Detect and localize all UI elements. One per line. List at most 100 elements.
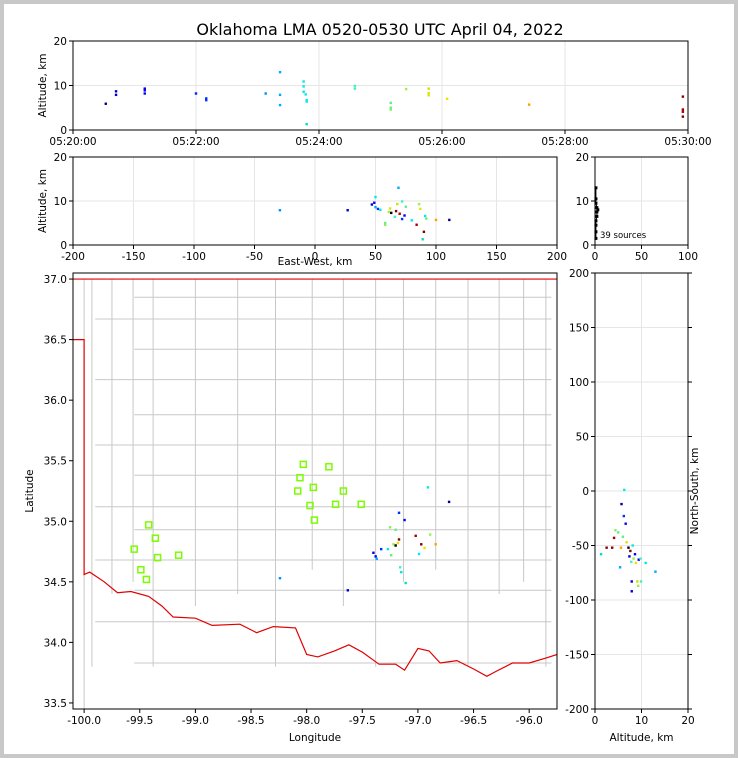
data-point <box>681 108 685 111</box>
y-tick-label: -200 <box>565 704 589 716</box>
data-point <box>644 561 647 565</box>
data-point <box>410 219 413 222</box>
data-point <box>394 209 398 213</box>
data-point <box>632 557 635 560</box>
data-point <box>423 214 427 218</box>
lma-station <box>151 534 160 542</box>
data-point <box>370 203 374 206</box>
lma-station <box>296 473 304 482</box>
data-point <box>386 547 390 551</box>
data-point <box>392 543 395 546</box>
data-point <box>599 553 603 556</box>
lma-station <box>130 545 138 553</box>
x-tick-label: -100 <box>182 251 206 263</box>
data-point <box>383 223 387 226</box>
data-point <box>620 502 623 506</box>
data-point <box>353 84 357 88</box>
data-point <box>383 221 387 225</box>
lma-station <box>142 575 151 584</box>
data-point <box>448 218 451 222</box>
data-point <box>594 236 598 240</box>
data-point <box>396 541 400 545</box>
chart-title: Oklahoma LMA 0520-0530 UTC April 04, 202… <box>196 20 563 39</box>
data-point <box>346 209 349 212</box>
data-point <box>114 93 118 97</box>
data-point <box>373 201 376 204</box>
x-tick-label: 50 <box>369 251 382 263</box>
data-point <box>639 580 643 583</box>
y-tick-label: 0 <box>60 125 67 137</box>
data-point <box>637 558 640 561</box>
data-point <box>388 526 392 529</box>
data-point <box>630 560 633 564</box>
data-point <box>278 209 282 212</box>
lma-station <box>144 521 153 529</box>
y-tick-label: -50 <box>572 541 589 553</box>
panel-altitude-north-south: 0 10 20 -200 -150 -100 -50 0 50 100 150 200 Altitude… <box>565 268 701 744</box>
data-point <box>390 553 393 557</box>
y-tick-label: 37.0 <box>44 274 67 286</box>
data-point <box>403 214 406 217</box>
x-tick-label: 05:26:00 <box>418 136 465 148</box>
lma-station <box>310 516 319 524</box>
data-point <box>304 93 307 96</box>
panel-time-altitude: 05:20:00 05:22:00 05:24:00 05:26:00 05:28:00… <box>37 36 712 148</box>
x-axis-label: Altitude, km <box>609 732 673 744</box>
data-point <box>630 580 633 583</box>
data-point <box>681 115 685 118</box>
data-point <box>594 219 598 223</box>
y-tick-label: 0 <box>582 240 589 252</box>
data-point <box>594 230 598 234</box>
data-point <box>389 101 392 105</box>
x-tick-label: -99.5 <box>126 715 153 727</box>
x-tick-label: -98.0 <box>293 715 320 727</box>
lma-station <box>339 487 348 495</box>
data-point <box>427 87 430 90</box>
data-point <box>398 212 401 215</box>
y-tick-label: 34.5 <box>44 577 67 589</box>
y-tick-label: 10 <box>54 81 67 93</box>
x-tick-label: 05:24:00 <box>295 136 342 148</box>
data-point <box>397 511 401 514</box>
data-point <box>394 528 397 531</box>
x-tick-label: -200 <box>61 251 85 263</box>
data-point <box>681 110 685 113</box>
data-point <box>611 546 614 549</box>
lma-station <box>137 565 145 574</box>
data-point <box>447 500 451 504</box>
x-tick-label: -96.0 <box>516 715 543 727</box>
data-point <box>612 536 616 540</box>
data-point <box>595 206 599 210</box>
data-point <box>624 522 627 525</box>
data-point <box>423 546 426 550</box>
y-tick-label: 36.0 <box>44 395 67 407</box>
data-point <box>619 546 623 549</box>
axes-frame <box>72 272 558 710</box>
data-point <box>421 238 424 241</box>
y-tick-label: 35.5 <box>44 456 67 468</box>
panel-plan-view: -100.0 -99.5 -99.0 -98.5 -98.0 -97.5 -97.0 -96.… <box>24 272 558 744</box>
data-point <box>425 217 428 220</box>
map-content <box>73 278 557 709</box>
data-point <box>375 557 378 561</box>
data-point <box>305 100 308 103</box>
x-tick-label: -50 <box>246 251 263 263</box>
y-tick-label: -100 <box>565 595 589 607</box>
y-axis-label: Altitude, km <box>37 53 49 117</box>
data-point <box>393 215 397 219</box>
data-point <box>278 70 282 74</box>
data-point <box>419 207 422 211</box>
x-tick-label: -97.5 <box>349 715 376 727</box>
x-tick-label: -100.0 <box>67 715 101 727</box>
y-tick-label: 20 <box>54 36 67 48</box>
data-point <box>397 186 400 189</box>
x-tick-label: 0 <box>592 715 599 727</box>
data-point <box>403 518 406 522</box>
data-point <box>389 108 392 111</box>
lma-station <box>153 553 162 562</box>
x-axis-label: Longitude <box>289 732 341 744</box>
data-point <box>205 97 208 100</box>
data-point <box>639 557 642 560</box>
lma-station <box>299 460 308 469</box>
y-tick-label: 150 <box>569 323 589 335</box>
